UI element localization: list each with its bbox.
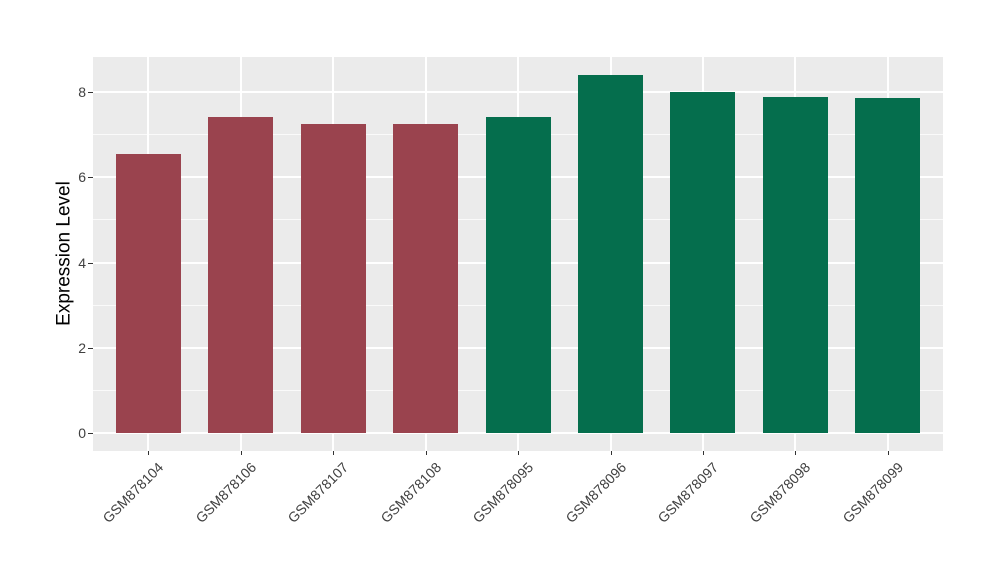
y-axis-title: Expression Level xyxy=(53,181,75,326)
y-tick-label: 6 xyxy=(78,169,86,186)
y-tick-mark xyxy=(88,92,93,93)
x-tick-mark xyxy=(148,451,150,455)
x-tick-label: GSM878099 xyxy=(839,459,907,526)
bar xyxy=(670,92,736,433)
bar xyxy=(208,117,274,433)
y-tick-mark xyxy=(88,347,93,349)
y-tick-label: 0 xyxy=(78,425,86,441)
bar xyxy=(300,123,366,433)
x-tick-mark xyxy=(240,451,242,455)
x-tick-mark xyxy=(795,451,797,455)
x-tick-mark xyxy=(887,451,889,455)
x-tick-mark xyxy=(610,451,612,455)
x-tick-mark xyxy=(425,451,427,455)
x-tick-mark xyxy=(333,451,335,455)
bar xyxy=(485,117,551,433)
bar xyxy=(115,154,181,433)
plot-panel xyxy=(93,57,943,451)
y-tick-mark xyxy=(88,262,93,264)
y-tick-label: 2 xyxy=(78,339,86,356)
x-tick-mark xyxy=(518,451,520,455)
x-tick-mark xyxy=(702,451,704,455)
bar xyxy=(762,96,828,433)
y-tick-label: 8 xyxy=(78,84,86,100)
bar xyxy=(393,123,459,433)
bar xyxy=(855,97,921,433)
y-tick-label: 4 xyxy=(78,254,86,271)
y-tick-mark xyxy=(88,177,93,179)
y-tick-mark xyxy=(88,433,93,434)
bar xyxy=(578,74,643,433)
